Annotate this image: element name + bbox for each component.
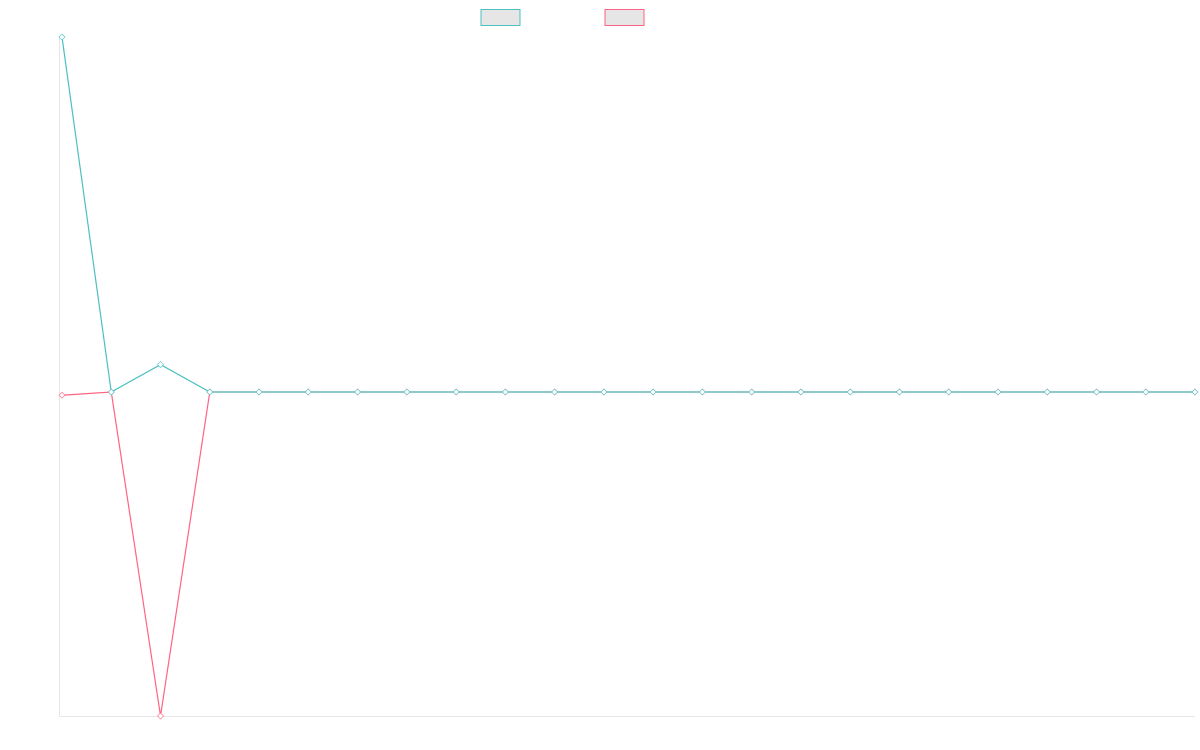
series-a-point-7[interactable] [403,388,411,396]
series-b-point-0[interactable] [58,391,66,399]
series-a-point-14[interactable] [748,388,756,396]
series-a-point-6[interactable] [354,388,361,396]
series-line-a [61,36,1195,393]
series-a-point-8[interactable] [452,388,460,396]
series-a-point-19[interactable] [994,388,1002,396]
series-a-point-23[interactable] [1191,388,1199,396]
legend-swatch-series-a[interactable] [480,9,521,26]
series-a-point-0[interactable] [58,33,66,41]
series-a-point-5[interactable] [304,388,312,396]
series-a-point-18[interactable] [945,388,953,396]
series-a-point-9[interactable] [501,388,509,396]
series-a-point-22[interactable] [1142,388,1150,396]
series-a-point-13[interactable] [698,388,706,396]
series-a-point-21[interactable] [1093,388,1100,396]
series-a-point-12[interactable] [649,388,657,396]
legend-swatch-series-b[interactable] [604,9,645,26]
series-a-point-4[interactable] [255,388,263,396]
series-a-point-11[interactable] [600,388,608,396]
series-layer [58,33,1199,720]
legend [480,9,645,26]
series-b-point-2[interactable] [157,712,164,720]
series-a-point-3[interactable] [206,388,214,396]
plot-area [58,33,1199,720]
series-a-point-10[interactable] [551,388,559,396]
series-a-point-1[interactable] [107,388,115,396]
series-a-point-17[interactable] [896,388,903,396]
series-a-point-15[interactable] [797,388,805,396]
series-a-point-16[interactable] [846,388,854,396]
series-a-point-2[interactable] [157,361,164,368]
series-line-b [61,391,1195,717]
series-a-point-20[interactable] [1043,388,1051,396]
